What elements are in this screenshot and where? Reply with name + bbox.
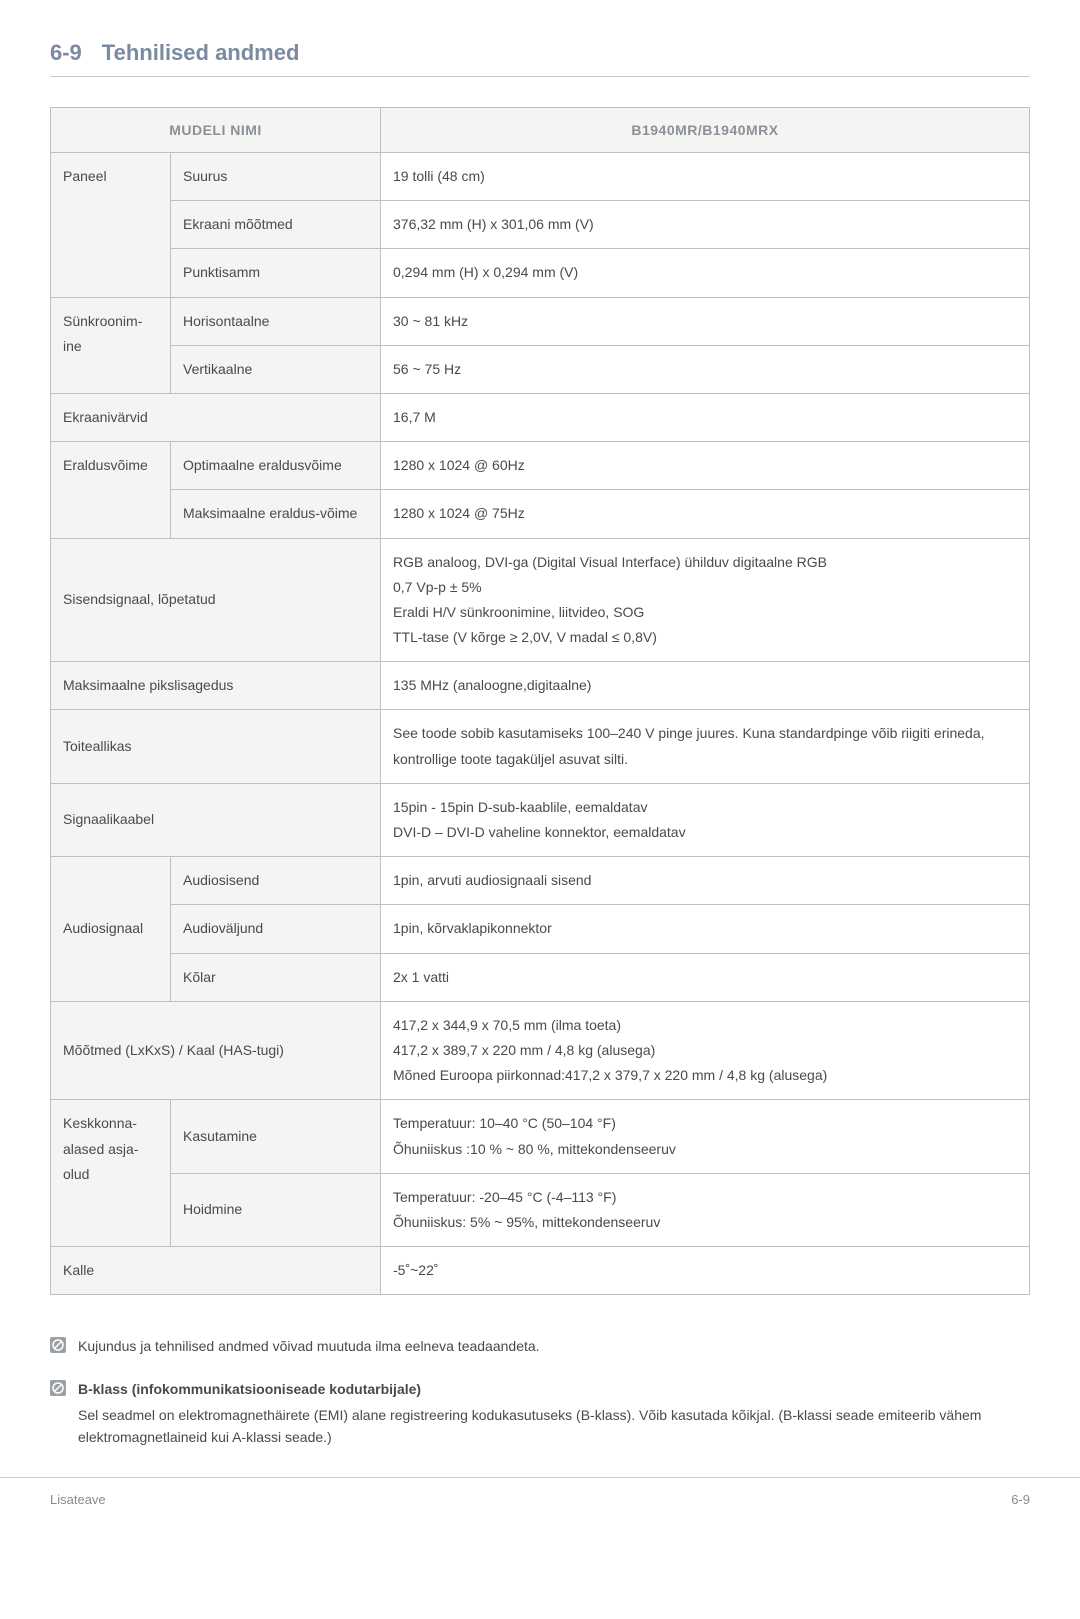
row-colors-label: Ekraanivärvid [51,393,381,441]
footer-left: Lisateave [50,1492,106,1507]
row-pixelclock-val: 135 MHz (analoogne,digitaalne) [381,662,1030,710]
row-res-label: Eraldusvõime [51,442,171,538]
footer-right: 6-9 [1011,1492,1030,1507]
col-header-model: MUDELI NIMI [51,108,381,153]
row-input-label: Sisendsignaal, lõpetatud [51,538,381,662]
page-header: 6-9 Tehnilised andmed [50,40,1030,77]
row-suurus-label: Suurus [171,153,381,201]
section-number: 6-9 [50,40,82,66]
row-vert-val: 56 ~ 75 Hz [381,345,1030,393]
row-dim-val: 417,2 x 344,9 x 70,5 mm (ilma toeta) 417… [381,1001,1030,1100]
page-footer: Lisateave 6-9 [0,1477,1080,1527]
row-input-val: RGB analoog, DVI-ga (Digital Visual Inte… [381,538,1030,662]
row-env-store-label: Hoidmine [171,1173,381,1246]
row-res-opt-val: 1280 x 1024 @ 60Hz [381,442,1030,490]
row-env-use-val: Temperatuur: 10–40 °C (50–104 °F) Õhunii… [381,1100,1030,1173]
row-signalcable-val: 15pin - 15pin D-sub-kaablile, eemaldatav… [381,783,1030,856]
row-audio-label: Audiosignaal [51,857,171,1002]
note-1: Kujundus ja tehnilised andmed võivad muu… [50,1335,1030,1357]
row-power-label: Toiteallikas [51,710,381,783]
row-audio-spk-val: 2x 1 vatti [381,953,1030,1001]
row-horis-val: 30 ~ 81 kHz [381,297,1030,345]
row-res-max-label: Maksimaalne eraldus-võime [171,490,381,538]
row-tilt-val: -5˚~22˚ [381,1247,1030,1295]
row-audio-in-val: 1pin, arvuti audiosignaali sisend [381,857,1030,905]
row-punkt-val: 0,294 mm (H) x 0,294 mm (V) [381,249,1030,297]
row-pixelclock-label: Maksimaalne pikslisagedus [51,662,381,710]
row-horis-label: Horisontaalne [171,297,381,345]
note-1-text: Kujundus ja tehnilised andmed võivad muu… [78,1335,540,1357]
section-title: Tehnilised andmed [102,40,300,66]
row-res-max-val: 1280 x 1024 @ 75Hz [381,490,1030,538]
row-paneel-label: Paneel [51,153,171,298]
row-env-use-label: Kasutamine [171,1100,381,1173]
row-audio-out-label: Audioväljund [171,905,381,953]
row-ekraani-label: Ekraani mõõtmed [171,201,381,249]
spec-table: MUDELI NIMI B1940MR/B1940MRX Paneel Suur… [50,107,1030,1295]
row-suurus-val: 19 tolli (48 cm) [381,153,1030,201]
col-header-value: B1940MR/B1940MRX [381,108,1030,153]
note-2: B-klass (infokommunikatsiooniseade kodut… [50,1378,1030,1449]
notes-section: Kujundus ja tehnilised andmed võivad muu… [50,1335,1030,1449]
row-ekraani-val: 376,32 mm (H) x 301,06 mm (V) [381,201,1030,249]
row-colors-val: 16,7 M [381,393,1030,441]
info-icon [50,1380,66,1396]
row-signalcable-label: Signaalikaabel [51,783,381,856]
row-vert-label: Vertikaalne [171,345,381,393]
row-sync-label: Sünkroonim-ine [51,297,171,393]
row-power-val: See toode sobib kasutamiseks 100–240 V p… [381,710,1030,783]
row-env-label: Keskkonna-alased asja-olud [51,1100,171,1247]
row-audio-spk-label: Kõlar [171,953,381,1001]
row-res-opt-label: Optimaalne eraldusvõime [171,442,381,490]
info-icon [50,1337,66,1353]
row-tilt-label: Kalle [51,1247,381,1295]
note-2-title: B-klass (infokommunikatsiooniseade kodut… [78,1378,1030,1400]
row-audio-out-val: 1pin, kõrvaklapikonnektor [381,905,1030,953]
note-2-body: Sel seadmel on elektromagnethäirete (EMI… [78,1404,1030,1449]
row-punkt-label: Punktisamm [171,249,381,297]
row-dim-label: Mõõtmed (LxKxS) / Kaal (HAS-tugi) [51,1001,381,1100]
row-audio-in-label: Audiosisend [171,857,381,905]
row-env-store-val: Temperatuur: -20–45 °C (-4–113 °F) Õhuni… [381,1173,1030,1246]
